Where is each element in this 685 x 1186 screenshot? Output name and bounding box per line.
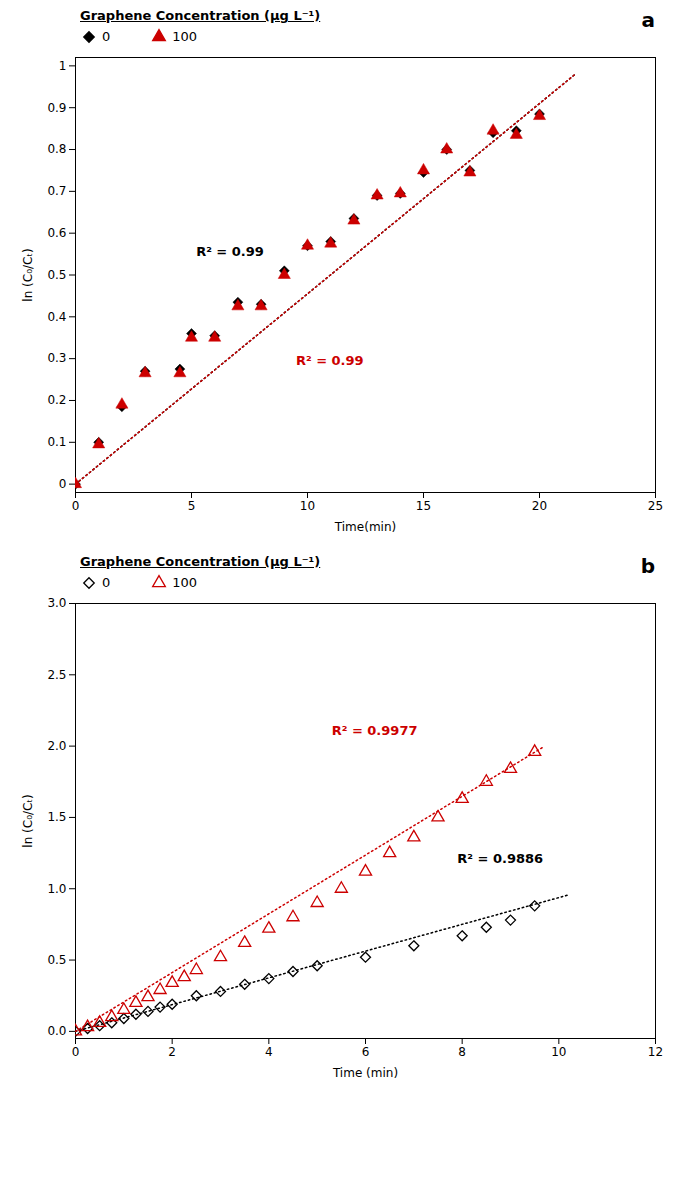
svg-text:0.0: 0.0 (47, 1024, 66, 1038)
html-text:Graphene Concentration (μg L⁻¹: Graphene Concentration (μg L⁻¹) (80, 554, 321, 569)
html-text:0: 0 (102, 28, 111, 44)
svg-text:0.9: 0.9 (47, 101, 66, 115)
svg-text:25: 25 (648, 499, 663, 513)
html-text:b: b (640, 554, 655, 578)
svg-text:R² = 0.99: R² = 0.99 (296, 353, 364, 368)
svg-text:20: 20 (532, 499, 547, 513)
svg-text:0.1: 0.1 (47, 435, 66, 449)
svg-text:0.2: 0.2 (47, 393, 66, 407)
svg-text:0.3: 0.3 (47, 351, 66, 365)
svg-text:3.0: 3.0 (47, 596, 66, 610)
svg-text:0.8: 0.8 (47, 142, 66, 156)
html-text:100: 100 (172, 28, 198, 44)
svg-text:0.5: 0.5 (47, 953, 66, 967)
svg-text:0.6: 0.6 (47, 226, 66, 240)
html-text:100: 100 (172, 574, 198, 590)
svg-text:0.4: 0.4 (47, 310, 66, 324)
svg-text:R² = 0.9977: R² = 0.9977 (332, 723, 418, 738)
svg-text:R² = 0.9886: R² = 0.9886 (457, 851, 543, 866)
svg-text:ln (C₀/Cₜ): ln (C₀/Cₜ) (21, 248, 35, 301)
svg-text:15: 15 (416, 499, 431, 513)
svg-text:0: 0 (59, 477, 67, 491)
html-text:0: 0 (102, 574, 111, 590)
svg-text:10: 10 (300, 499, 315, 513)
svg-text:1.5: 1.5 (47, 810, 66, 824)
svg-text:R² = 0.99: R² = 0.99 (196, 244, 264, 259)
svg-text:0: 0 (72, 499, 80, 513)
svg-text:6: 6 (362, 1045, 370, 1059)
svg-text:8: 8 (458, 1045, 466, 1059)
svg-text:5: 5 (188, 499, 196, 513)
svg-text:4: 4 (265, 1045, 273, 1059)
svg-text:12: 12 (648, 1045, 663, 1059)
svg-text:ln (C₀/Cₜ): ln (C₀/Cₜ) (21, 794, 35, 847)
svg-text:1.0: 1.0 (47, 882, 66, 896)
svg-text:0.5: 0.5 (47, 268, 66, 282)
html-text:Graphene Concentration (μg L⁻¹: Graphene Concentration (μg L⁻¹) (80, 8, 321, 23)
svg-text:0.7: 0.7 (47, 184, 66, 198)
html-text:a: a (641, 8, 655, 32)
svg-text:10: 10 (551, 1045, 566, 1059)
svg-text:1: 1 (59, 59, 67, 73)
svg-text:0: 0 (72, 1045, 80, 1059)
svg-text:2: 2 (168, 1045, 176, 1059)
svg-text:2.0: 2.0 (47, 739, 66, 753)
svg-text:Time(min): Time(min) (334, 520, 396, 534)
svg-text:Time (min): Time (min) (332, 1066, 398, 1080)
svg-text:2.5: 2.5 (47, 668, 66, 682)
